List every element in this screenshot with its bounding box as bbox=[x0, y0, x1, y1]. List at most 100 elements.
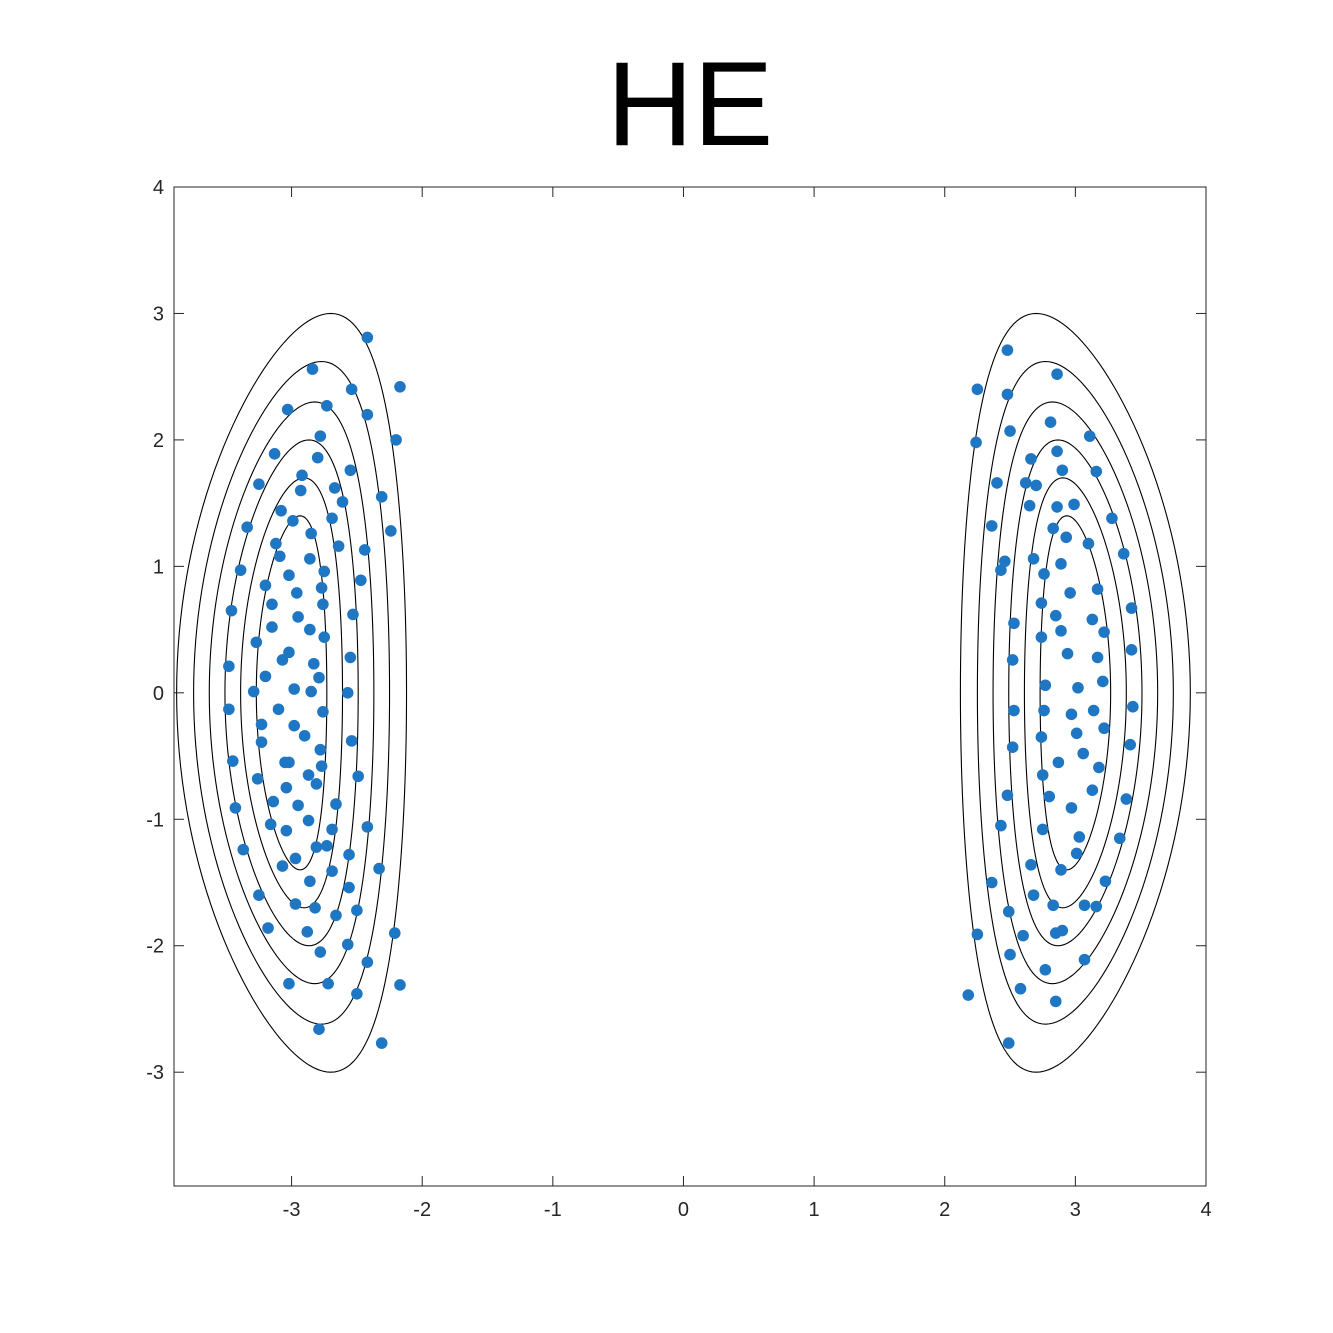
scatter-point bbox=[1008, 704, 1020, 717]
scatter-point bbox=[322, 977, 334, 990]
x-tick-label: -2 bbox=[413, 1199, 431, 1221]
scatter-point bbox=[1120, 793, 1133, 805]
scatter-point bbox=[272, 703, 285, 716]
scatter-point bbox=[343, 848, 355, 861]
scatter-point bbox=[253, 889, 265, 901]
scatter-point bbox=[361, 821, 374, 833]
scatter-point bbox=[296, 469, 308, 482]
scatter-point bbox=[1055, 864, 1067, 876]
scatter-point bbox=[302, 814, 315, 827]
scatter-point bbox=[1047, 522, 1059, 535]
scatter-point bbox=[1055, 558, 1067, 570]
scatter-point bbox=[226, 755, 239, 767]
scatter-point bbox=[279, 756, 291, 769]
scatter-point bbox=[292, 799, 304, 812]
contour-line bbox=[1023, 477, 1127, 909]
scatter-point bbox=[1049, 609, 1062, 622]
scatter-point bbox=[1051, 368, 1063, 380]
scatter-point bbox=[361, 331, 374, 344]
y-tick-label: -1 bbox=[146, 809, 164, 831]
scatter-point bbox=[304, 623, 316, 636]
scatter-point bbox=[304, 552, 316, 565]
scatter-point bbox=[287, 515, 299, 527]
scatter-point bbox=[1036, 823, 1049, 836]
scatter-point bbox=[314, 743, 327, 756]
x-tick-label: 0 bbox=[678, 1199, 689, 1221]
y-tick-label: 0 bbox=[153, 683, 164, 705]
scatter-point bbox=[1004, 425, 1016, 437]
scatter-point bbox=[283, 977, 295, 990]
scatter-point bbox=[344, 651, 357, 664]
scatter-point bbox=[375, 1037, 388, 1049]
scatter-point bbox=[347, 608, 359, 621]
scatter-point bbox=[1070, 727, 1083, 740]
scatter-point bbox=[314, 946, 327, 958]
scatter-point bbox=[1027, 552, 1040, 565]
scatter-point bbox=[328, 482, 341, 494]
scatter-point bbox=[317, 598, 329, 611]
scatter-point bbox=[267, 795, 280, 808]
scatter-point bbox=[1070, 847, 1083, 860]
scatter-point bbox=[1072, 681, 1084, 694]
x-tick-label: 1 bbox=[809, 1199, 820, 1221]
axis-ticks-layer: -3 -2 -1 0 1 2 3 4 -3 -2 -1 0 1 2 3 4 bbox=[146, 177, 1211, 1221]
scatter-point bbox=[1001, 789, 1014, 802]
scatter-point bbox=[373, 862, 385, 875]
scatter-point bbox=[1061, 647, 1074, 660]
chart-title: HE bbox=[607, 37, 774, 171]
scatter-point bbox=[352, 770, 364, 783]
y-tick-label: 2 bbox=[153, 430, 164, 452]
scatter-point bbox=[361, 408, 374, 421]
scatter-point bbox=[388, 927, 401, 939]
scatter-point bbox=[326, 865, 338, 877]
scatter-point bbox=[289, 852, 302, 865]
scatter-point bbox=[336, 496, 349, 508]
scatter-point bbox=[351, 904, 363, 917]
scatter-point bbox=[309, 902, 321, 914]
scatter-point bbox=[970, 436, 982, 449]
scatter-point bbox=[330, 909, 342, 922]
scatter-point bbox=[1086, 784, 1099, 796]
scatter-point bbox=[1038, 704, 1050, 717]
scatter-point bbox=[1090, 465, 1103, 478]
scatter-point bbox=[1051, 501, 1063, 513]
scatter-point bbox=[225, 604, 238, 617]
scatter-point bbox=[1078, 899, 1091, 912]
scatter-point bbox=[344, 464, 357, 477]
scatter-point bbox=[1065, 802, 1078, 814]
scatter-point bbox=[305, 527, 317, 540]
scatter-point bbox=[281, 403, 294, 416]
scatter-point bbox=[991, 477, 1003, 489]
scatter-point bbox=[1073, 831, 1086, 843]
scatter-point bbox=[1035, 631, 1048, 643]
scatter-point bbox=[1014, 982, 1027, 995]
scatter-point bbox=[234, 564, 247, 576]
scatter-point bbox=[255, 736, 268, 748]
scatter-point bbox=[1044, 416, 1057, 429]
scatter-point bbox=[315, 760, 328, 772]
scatter-point bbox=[1125, 644, 1138, 656]
scatter-point bbox=[345, 383, 358, 396]
scatter-point bbox=[321, 399, 333, 412]
scatter-point bbox=[1035, 731, 1048, 743]
scatter-point bbox=[255, 718, 268, 731]
scatter-point bbox=[259, 670, 272, 683]
x-tick-label: 2 bbox=[939, 1199, 950, 1221]
y-tick-label: -2 bbox=[146, 936, 164, 958]
scatter-point bbox=[313, 1023, 325, 1035]
scatter-point bbox=[1078, 953, 1091, 966]
scatter-point bbox=[314, 430, 327, 442]
scatter-point bbox=[390, 434, 402, 446]
scatter-point bbox=[341, 687, 354, 699]
scatter-point bbox=[1097, 675, 1109, 688]
scatter-points-layer bbox=[223, 331, 1139, 1049]
scatter-point bbox=[1036, 769, 1049, 781]
y-tick-label: -3 bbox=[146, 1062, 164, 1084]
scatter-point bbox=[302, 769, 315, 781]
scatter-point bbox=[351, 987, 363, 1000]
scatter-point bbox=[266, 598, 278, 611]
scatter-point bbox=[266, 621, 278, 633]
scatter-point bbox=[355, 574, 367, 587]
